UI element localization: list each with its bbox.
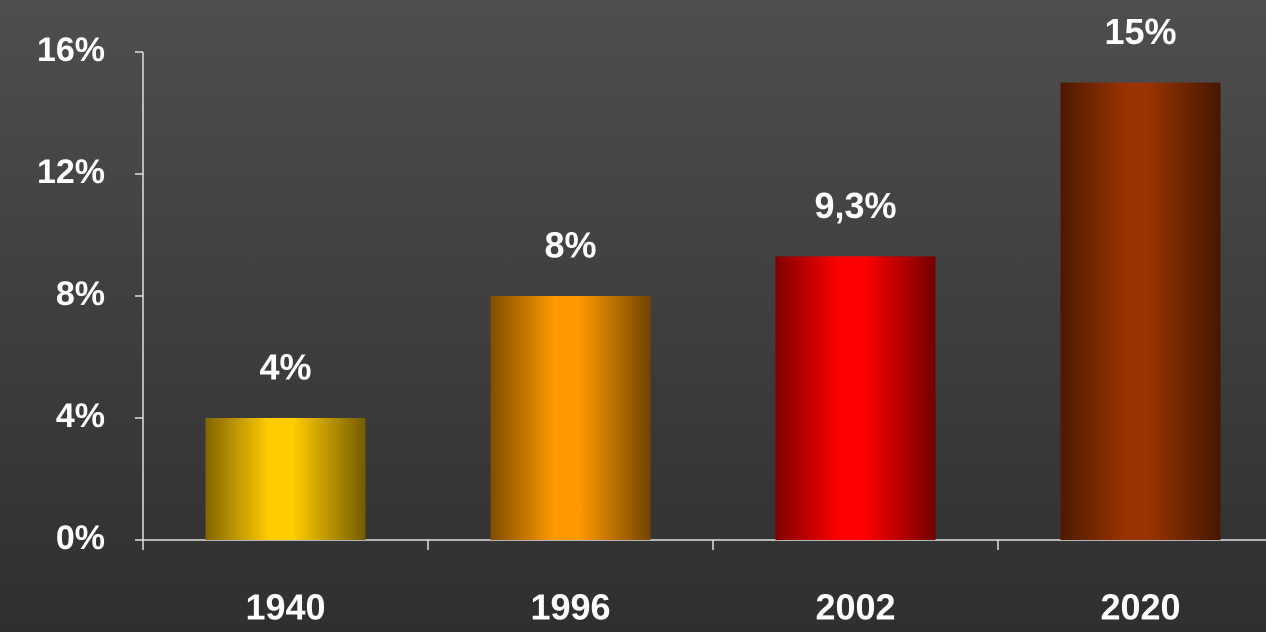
value-label: 9,3% bbox=[814, 185, 896, 226]
y-tick-label: 16% bbox=[37, 31, 105, 69]
y-tick-label: 4% bbox=[56, 397, 105, 435]
y-tick-label: 12% bbox=[37, 153, 105, 191]
y-tick-label: 8% bbox=[56, 275, 105, 313]
x-tick-label: 1996 bbox=[530, 587, 610, 628]
value-label: 4% bbox=[259, 347, 311, 388]
value-label: 8% bbox=[544, 225, 596, 266]
value-label: 15% bbox=[1104, 11, 1176, 52]
bar bbox=[205, 418, 366, 540]
bar bbox=[775, 256, 936, 540]
x-tick-label: 2002 bbox=[815, 587, 895, 628]
bar bbox=[490, 296, 651, 540]
bar bbox=[1060, 82, 1221, 540]
x-tick-label: 1940 bbox=[245, 587, 325, 628]
y-tick-label: 0% bbox=[56, 519, 105, 557]
x-tick-label: 2020 bbox=[1100, 587, 1180, 628]
